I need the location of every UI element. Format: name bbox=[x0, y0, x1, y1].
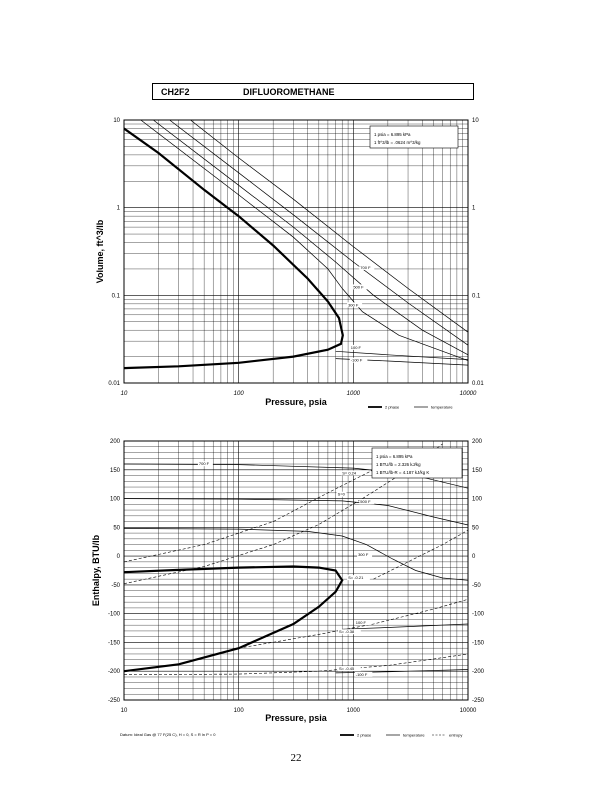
two-phase-line bbox=[124, 567, 342, 672]
y-tick-label-right: 0.01 bbox=[472, 381, 484, 387]
legend-label: temperature bbox=[431, 405, 453, 410]
curve-annotation: 500 F bbox=[353, 284, 364, 289]
curve-annotation: S=0 bbox=[338, 492, 346, 497]
curve-annotation: 700 F bbox=[360, 265, 371, 270]
conversion-text: 1 ft^3/lb = .0624 m^3/kg bbox=[374, 140, 421, 145]
curve-annotation: S= 0.24 bbox=[342, 470, 357, 475]
x-tick-label: 100 bbox=[234, 391, 245, 397]
x-tick-label: 100 bbox=[234, 708, 245, 714]
x-axis-label: Pressure, psia bbox=[265, 397, 328, 407]
y-tick-label: -50 bbox=[111, 583, 120, 589]
y-tick-label-right: 1 bbox=[472, 206, 476, 212]
y-tick-label: -250 bbox=[108, 698, 121, 704]
y-tick-label-right: 0 bbox=[472, 554, 476, 560]
y-tick-label: 150 bbox=[110, 468, 121, 474]
x-tick-label: 10000 bbox=[460, 391, 477, 397]
curve-annotation: 500 F bbox=[360, 499, 371, 504]
y-tick-label: -150 bbox=[108, 640, 121, 646]
y-tick-label: 0.01 bbox=[108, 381, 120, 387]
x-tick-label: 1000 bbox=[347, 708, 361, 714]
conversion-text: 1 psia = 6.895 kPa bbox=[374, 132, 411, 137]
curve-annotation: 300 F bbox=[348, 302, 359, 307]
x-tick-label: 10 bbox=[121, 391, 128, 397]
y-tick-label: 200 bbox=[110, 439, 121, 445]
y-axis-label: Volume, ft^3/lb bbox=[95, 219, 105, 283]
curve-annotation: S= -0.38 bbox=[339, 629, 355, 634]
curve-annotation: -100 F bbox=[351, 358, 363, 363]
curve-annotation: S= -0.21 bbox=[348, 575, 364, 580]
y-axis-label: Enthalpy, BTU/lb bbox=[91, 534, 101, 606]
legend-label: temperature bbox=[403, 733, 425, 738]
x-tick-label: 1000 bbox=[347, 391, 361, 397]
y-tick-label: 0 bbox=[117, 554, 121, 560]
legend-label: 2 phase bbox=[357, 733, 372, 738]
y-tick-label-right: 10 bbox=[472, 118, 479, 124]
y-tick-label-right: 0.1 bbox=[472, 293, 481, 299]
page-number: 22 bbox=[0, 752, 592, 764]
x-tick-label: 10 bbox=[121, 708, 128, 714]
curve-annotation: S= -0.45 bbox=[339, 666, 355, 671]
curve-annotation: 100 F bbox=[351, 345, 362, 350]
y-tick-label: 1 bbox=[117, 206, 121, 212]
y-tick-label-right: -250 bbox=[472, 698, 485, 704]
conversion-text: 1 BTU/lb-R = 4.187 kJ/kg K bbox=[376, 470, 429, 475]
conversion-text: 1 psia = 6.895 kPa bbox=[376, 454, 413, 459]
y-tick-label-right: 150 bbox=[472, 468, 483, 474]
plot-frame bbox=[124, 120, 468, 383]
legend-label: 2 phase bbox=[385, 405, 400, 410]
isotherm-line bbox=[153, 120, 468, 355]
y-tick-label-right: -200 bbox=[472, 669, 485, 675]
y-tick-label-right: -150 bbox=[472, 640, 485, 646]
y-tick-label-right: 100 bbox=[472, 497, 483, 503]
legend-label: entropy bbox=[449, 733, 462, 738]
conversion-text: 1 BTU/lb = 2.326 kJ/kg bbox=[376, 462, 421, 467]
isotherm-line bbox=[141, 120, 468, 361]
y-tick-label: 100 bbox=[110, 497, 121, 503]
y-tick-label-right: 200 bbox=[472, 439, 483, 445]
curve-annotation: -100 F bbox=[356, 672, 368, 677]
y-tick-label-right: -100 bbox=[472, 612, 485, 618]
y-tick-label: 0.1 bbox=[112, 293, 121, 299]
isotherm-line bbox=[124, 499, 468, 525]
entropy-line bbox=[124, 453, 408, 562]
datum-note: Datum: Ideal Gas @ 77 F(25 C), H = 0, S … bbox=[120, 732, 215, 737]
curve-annotation: 300 F bbox=[358, 552, 369, 557]
y-tick-label: 50 bbox=[113, 525, 120, 531]
curve-annotation: 100 F bbox=[356, 620, 367, 625]
isotherm-line bbox=[191, 120, 469, 332]
y-tick-label-right: 50 bbox=[472, 525, 479, 531]
y-tick-label: -200 bbox=[108, 669, 121, 675]
curve-annotation: 700 F bbox=[199, 461, 210, 466]
y-tick-label-right: -50 bbox=[472, 583, 481, 589]
x-axis-label: Pressure, psia bbox=[265, 713, 328, 723]
x-tick-label: 10000 bbox=[460, 708, 477, 714]
y-tick-label: 10 bbox=[113, 118, 120, 124]
y-tick-label: -100 bbox=[108, 612, 121, 618]
